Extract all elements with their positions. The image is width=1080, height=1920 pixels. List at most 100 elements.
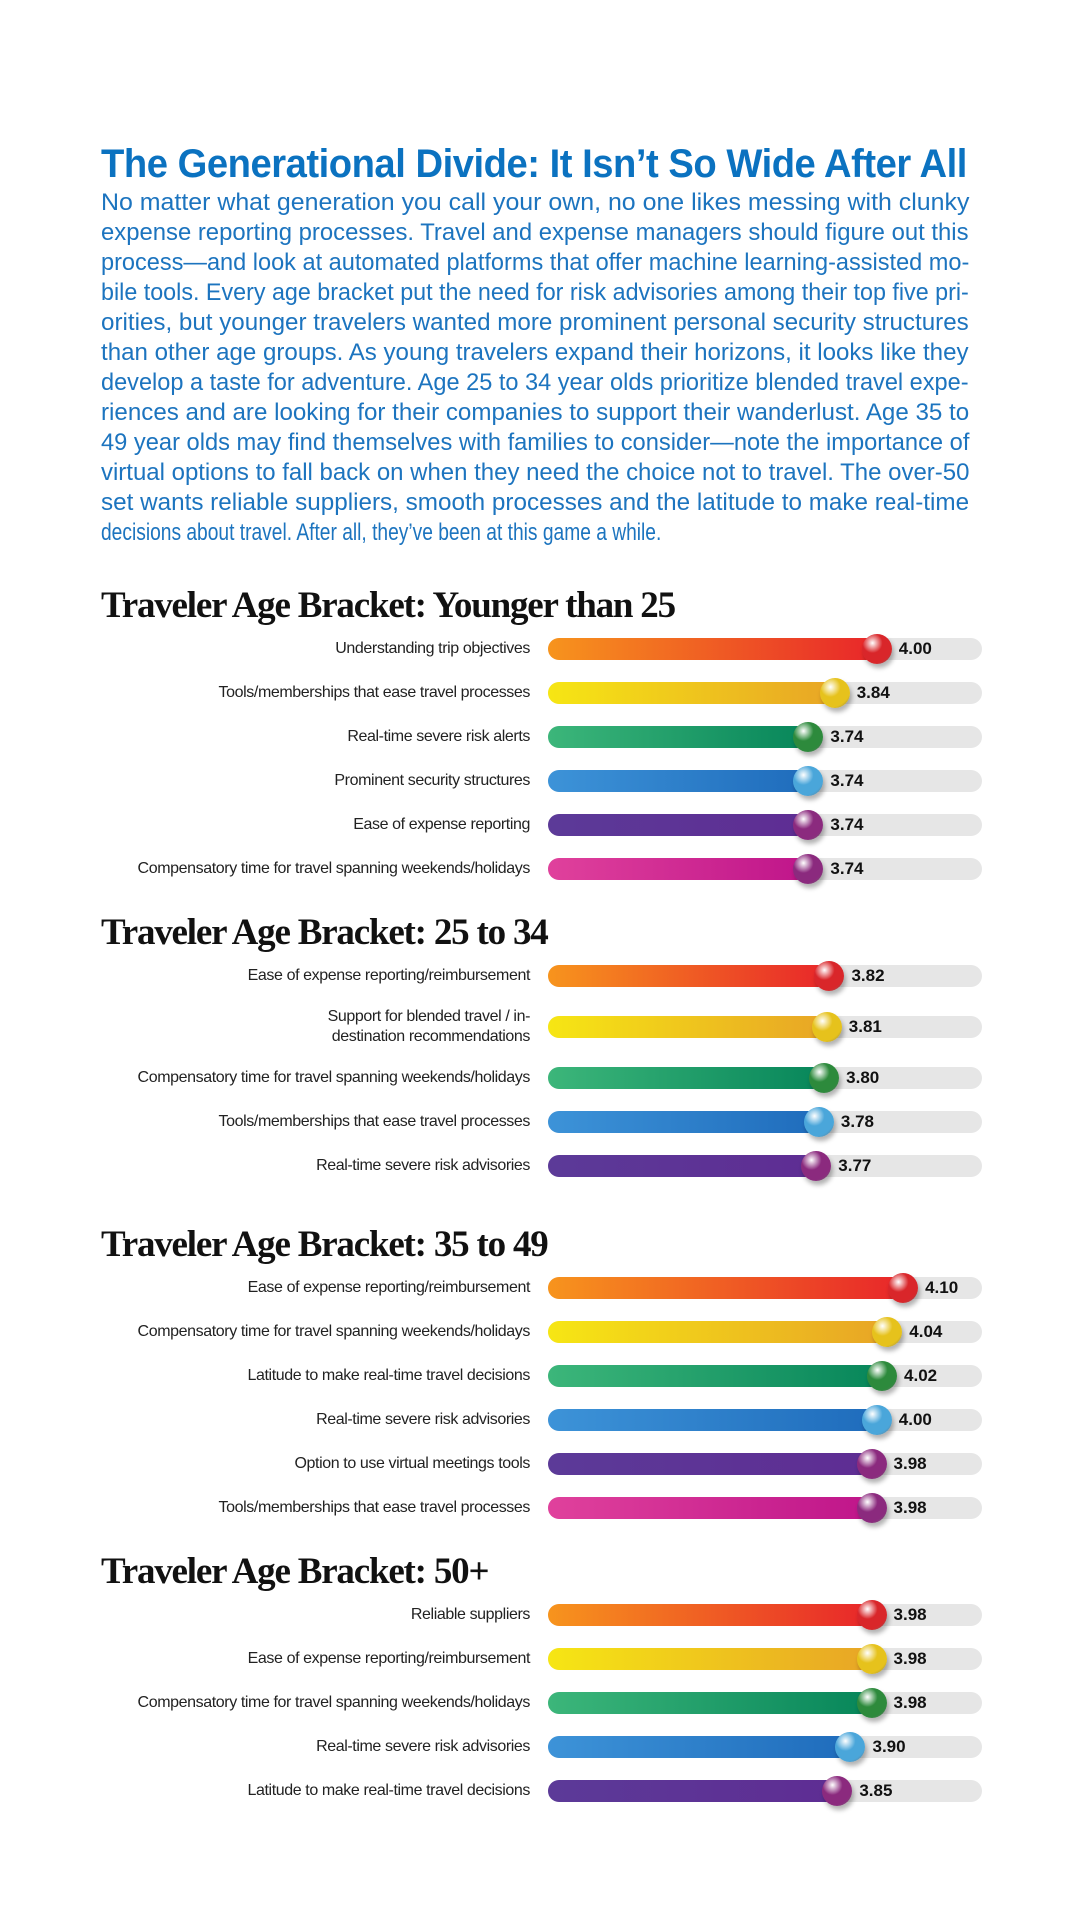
chart-title: Traveler Age Bracket: 35 to 49 [101,1224,549,1265]
bar-value-label: 3.77 [838,1156,872,1175]
bar-marker-ball [793,810,824,840]
bar-track: 3.74 [548,810,982,840]
intro-line: bile tools. Every age bracket put the ne… [101,279,969,306]
bar-track: 3.77 [548,1151,982,1181]
bar-fill [548,1497,872,1519]
chart-35-to-49: Traveler Age Bracket: 35 to 49 Ease of ex… [101,1224,1001,1530]
bar-row: Ease of expense reporting/reimbursement … [101,954,1001,998]
bar-value-label: 3.74 [830,771,864,790]
bar-track: 3.74 [548,766,982,796]
bar-row: Real-time severe risk advisories 3.90 [101,1725,1001,1769]
bar-value-label: 4.04 [909,1322,943,1341]
bar-fill [548,1409,877,1431]
bar-row: Option to use virtual meetings tools 3.9… [101,1442,1001,1486]
intro-line: develop a taste for adventure. Age 25 to… [101,369,969,396]
bar-track: 3.98 [548,1644,982,1674]
intro-line: decisions about travel. After all, they’… [101,519,662,546]
bar-row: Real-time severe risk advisories 3.77 [101,1144,1001,1188]
bar-row: Compensatory time for travel spanning we… [101,847,1001,891]
bar-marker-ball [856,1449,887,1479]
bar-marker-ball [888,1273,919,1303]
page-title: The Generational Divide: It Isn’t So Wid… [101,142,967,186]
bar-value-label: 4.02 [904,1366,938,1385]
bar-track: 3.82 [548,961,982,991]
bar-fill [548,1277,904,1299]
bar-row: Tools/memberships that ease travel proce… [101,1486,1001,1530]
bar-track: 3.85 [548,1776,982,1806]
bar-track: 3.90 [548,1732,982,1762]
bar-value-label: 3.84 [856,683,890,702]
bar-value-label: 3.98 [893,1498,927,1517]
bar-marker-ball [867,1361,898,1391]
bar-label: Compensatory time for travel spanning we… [137,860,531,877]
bar-label: Ease of expense reporting/reimbursement [247,1650,531,1667]
bar-label: Real-time severe risk advisories [316,1411,530,1428]
bar-value-label: 3.98 [893,1605,927,1624]
bar-marker-ball [856,1688,887,1718]
bar-row: Tools/memberships that ease travel proce… [101,1100,1001,1144]
bar-marker-ball [819,678,850,708]
bar-label: Latitude to make real-time travel decisi… [247,1367,531,1384]
bar-track: 3.74 [548,854,982,884]
bar-row: Real-time severe risk advisories 4.00 [101,1398,1001,1442]
bar-value-label: 3.98 [893,1454,927,1473]
bar-fill [548,726,809,748]
bar-fill [548,1692,872,1714]
intro-paragraph: No matter what generation you call your … [101,188,969,548]
bar-marker-ball [856,1600,887,1630]
bar-value-label: 3.81 [848,1017,882,1036]
bar-fill [548,1780,838,1802]
bar-label: Tools/memberships that ease travel proce… [218,1499,531,1516]
bar-track: 4.10 [548,1273,982,1303]
bar-track: 4.02 [548,1361,982,1391]
intro-line: orities, but younger travelers wanted mo… [101,309,969,336]
bar-value-label: 4.10 [925,1278,959,1297]
bar-value-label: 3.74 [830,859,864,878]
bar-value-label: 3.74 [830,815,864,834]
bar-value-label: 4.00 [898,1410,932,1429]
bar-fill [548,1016,827,1038]
bar-value-label: 3.74 [830,727,864,746]
intro-line: set wants reliable suppliers, smooth pro… [101,489,970,516]
bar-label: Reliable suppliers [410,1606,530,1623]
bar-track: 3.98 [548,1449,982,1479]
bar-row: Real-time severe risk alerts 3.74 [101,715,1001,759]
chart-25-to-34: Traveler Age Bracket: 25 to 34 Ease of ex… [101,912,1001,1188]
bar-marker-ball [803,1107,834,1137]
bar-track: 3.74 [548,722,982,752]
bar-marker-ball [861,634,892,664]
bar-row: Prominent security structures 3.74 [101,759,1001,803]
bar-fill [548,1648,872,1670]
bar-track: 4.00 [548,634,982,664]
bar-marker-ball [856,1644,887,1674]
chart-younger-than-25: Traveler Age Bracket: Younger than 25 Und… [101,585,1001,891]
intro-line: than other age groups. As young traveler… [101,339,969,366]
bar-marker-ball [814,961,845,991]
bar-value-label: 3.90 [872,1737,906,1756]
bar-marker-ball [793,854,824,884]
chart-title: Traveler Age Bracket: 50+ [101,1551,490,1592]
bar-marker-ball [856,1493,887,1523]
intro-line: 49 year olds may find themselves with fa… [101,429,970,456]
bar-row: Ease of expense reporting/reimbursement … [101,1266,1001,1310]
intro-line: riences and are looking for their compan… [101,399,970,426]
bar-fill [548,1736,851,1758]
bar-track: 3.78 [548,1107,982,1137]
bar-track: 4.00 [548,1405,982,1435]
bar-label: Support for blended travel / in-destinat… [327,1008,531,1045]
bar-marker-ball [872,1317,903,1347]
bar-label: Ease of expense reporting/reimbursement [247,967,531,984]
bar-label: Ease of expense reporting/reimbursement [247,1279,531,1296]
bar-value-label: 3.82 [851,966,885,985]
bar-label: Ease of expense reporting [353,816,530,833]
bar-value-label: 3.98 [893,1693,927,1712]
bar-fill [548,858,809,880]
bar-label: Real-time severe risk advisories [316,1157,530,1174]
bar-marker-ball [809,1063,840,1093]
bar-row: Compensatory time for travel spanning we… [101,1056,1001,1100]
bar-fill [548,638,877,660]
bar-fill [548,965,830,987]
bar-value-label: 3.85 [859,1781,893,1800]
bar-value-label: 3.78 [840,1112,874,1131]
bar-track: 4.04 [548,1317,982,1347]
